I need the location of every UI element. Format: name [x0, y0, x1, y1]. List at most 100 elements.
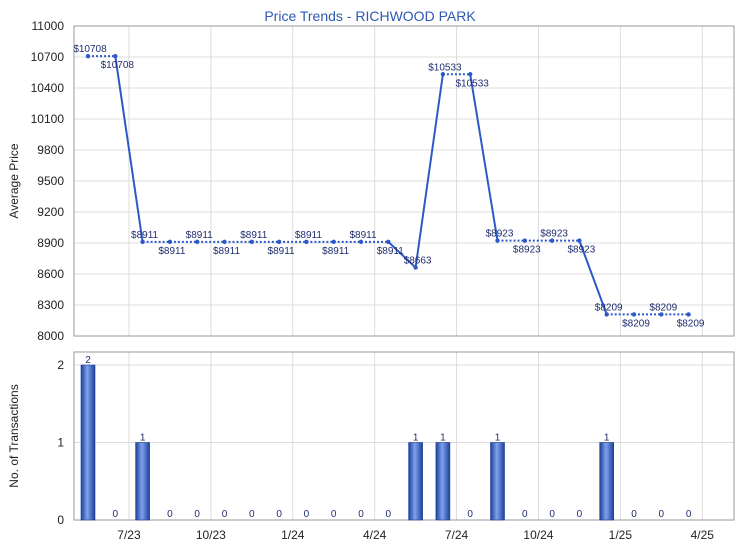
transaction-bar	[80, 364, 96, 521]
transactions-y-tick-label: 0	[57, 513, 64, 527]
transactions-gridlines	[74, 352, 734, 521]
transactions-y-tick-label: 2	[57, 358, 64, 372]
price-data-label: $8911	[322, 246, 350, 257]
price-point	[113, 53, 118, 59]
price-data-label: $8209	[595, 302, 623, 313]
transaction-count-label: 0	[549, 509, 555, 520]
price-y-tick-label: 8300	[37, 298, 64, 312]
transaction-count-label: 0	[167, 509, 173, 520]
price-data-label: $8923	[513, 245, 541, 256]
transaction-count-label: 1	[413, 433, 419, 444]
price-y-tick-label: 10400	[31, 81, 65, 95]
price-data-label: $8911	[158, 246, 186, 257]
transaction-bar	[135, 442, 150, 521]
price-data-label: $8923	[486, 229, 514, 240]
price-y-tick-label: 9200	[37, 205, 64, 219]
price-point	[386, 239, 391, 245]
price-point	[659, 312, 664, 317]
price-line-segment	[114, 56, 144, 243]
transaction-count-label: 0	[222, 509, 228, 520]
price-point	[167, 239, 173, 245]
price-data-label: $8911	[186, 230, 214, 241]
price-data-label: $8911	[349, 230, 377, 241]
x-tick-label: 1/24	[281, 528, 305, 542]
transaction-bars	[80, 364, 615, 521]
price-data-label: $10533	[428, 62, 462, 73]
price-data-label: $8663	[404, 255, 432, 266]
transaction-count-label: 0	[358, 509, 364, 520]
price-data-label: $8911	[213, 246, 241, 257]
transaction-count-label: 1	[495, 433, 501, 444]
transactions-y-tick-label: 1	[57, 436, 64, 450]
price-data-labels: $10708$10708$8911$8911$8911$8911$8911$89…	[73, 44, 705, 329]
x-tick-label: 1/25	[609, 528, 633, 542]
price-point	[358, 239, 364, 245]
transaction-bar	[408, 442, 423, 521]
transaction-bar	[490, 442, 505, 521]
x-tick-label: 4/24	[363, 528, 387, 542]
price-y-tick-label: 11000	[32, 19, 65, 33]
price-y-tick-label: 8000	[37, 329, 64, 343]
transaction-count-label: 0	[386, 509, 392, 520]
price-point	[577, 238, 582, 243]
transaction-count-label: 0	[577, 509, 583, 520]
transaction-count-label: 1	[440, 433, 446, 444]
transaction-bar	[435, 442, 451, 521]
price-line-segment	[387, 241, 417, 269]
price-point	[631, 312, 637, 317]
price-point	[331, 239, 336, 245]
transaction-count-label: 0	[194, 509, 200, 520]
transaction-count-label: 0	[522, 509, 528, 520]
price-data-label: $10533	[456, 78, 490, 89]
transaction-count-label: 0	[304, 509, 310, 520]
transaction-count-label: 0	[331, 509, 337, 520]
price-point	[604, 312, 609, 317]
price-data-label: $8209	[677, 318, 705, 329]
price-y-tick-label: 10700	[31, 50, 65, 64]
price-series	[85, 53, 691, 317]
transaction-count-label: 0	[113, 509, 119, 520]
x-tick-label: 7/24	[445, 528, 469, 542]
price-y-axis-title: Average Price	[7, 143, 21, 218]
transaction-count-labels: 2 0 1 0 0 0 0 0 0 0 0 0 1 1 0 1 0 0 0 1 0 0 0	[85, 355, 692, 520]
price-y-tick-label: 8900	[37, 236, 64, 250]
transaction-count-label: 0	[249, 509, 255, 520]
transaction-count-label: 0	[276, 509, 282, 520]
transaction-count-label: 1	[140, 433, 146, 444]
price-point	[440, 72, 446, 77]
transactions-y-ticks: 0 1 2	[57, 358, 64, 527]
price-point	[140, 239, 145, 245]
price-point	[276, 239, 282, 245]
transaction-bar	[599, 442, 615, 521]
price-point	[222, 239, 227, 245]
price-y-ticks: 8000 8300 8600 8900 9200 9500 9800 10100 10400 10…	[31, 19, 65, 343]
transaction-count-label: 0	[467, 509, 473, 520]
price-data-label: $8209	[622, 318, 650, 329]
transaction-count-label: 1	[604, 433, 610, 444]
price-data-label: $8911	[295, 230, 323, 241]
x-tick-label: 10/23	[196, 528, 226, 542]
price-gridlines	[74, 25, 734, 337]
price-point	[304, 239, 309, 245]
price-line-segment	[578, 240, 608, 315]
transaction-count-label: 2	[85, 355, 91, 366]
transactions-y-axis-title: No. of Transactions	[7, 384, 21, 487]
price-point	[686, 312, 691, 317]
price-y-tick-label: 9800	[37, 143, 64, 157]
x-tick-label: 10/24	[523, 528, 553, 542]
x-tick-label: 7/23	[117, 528, 141, 542]
chart-title: Price Trends - RICHWOOD PARK	[264, 8, 476, 24]
price-data-label: $10708	[101, 60, 135, 71]
price-data-label: $8911	[268, 246, 296, 257]
price-point	[495, 238, 500, 243]
price-point	[195, 239, 200, 245]
price-plot-frame	[73, 25, 735, 337]
price-data-label: $10708	[73, 44, 107, 55]
price-line-segment	[469, 74, 499, 241]
price-data-label: $8923	[567, 245, 595, 256]
price-y-tick-label: 9500	[37, 174, 64, 188]
transaction-count-label: 0	[631, 509, 637, 520]
price-point	[249, 239, 254, 245]
transactions-plot-frame	[73, 351, 735, 521]
price-point	[522, 238, 527, 243]
